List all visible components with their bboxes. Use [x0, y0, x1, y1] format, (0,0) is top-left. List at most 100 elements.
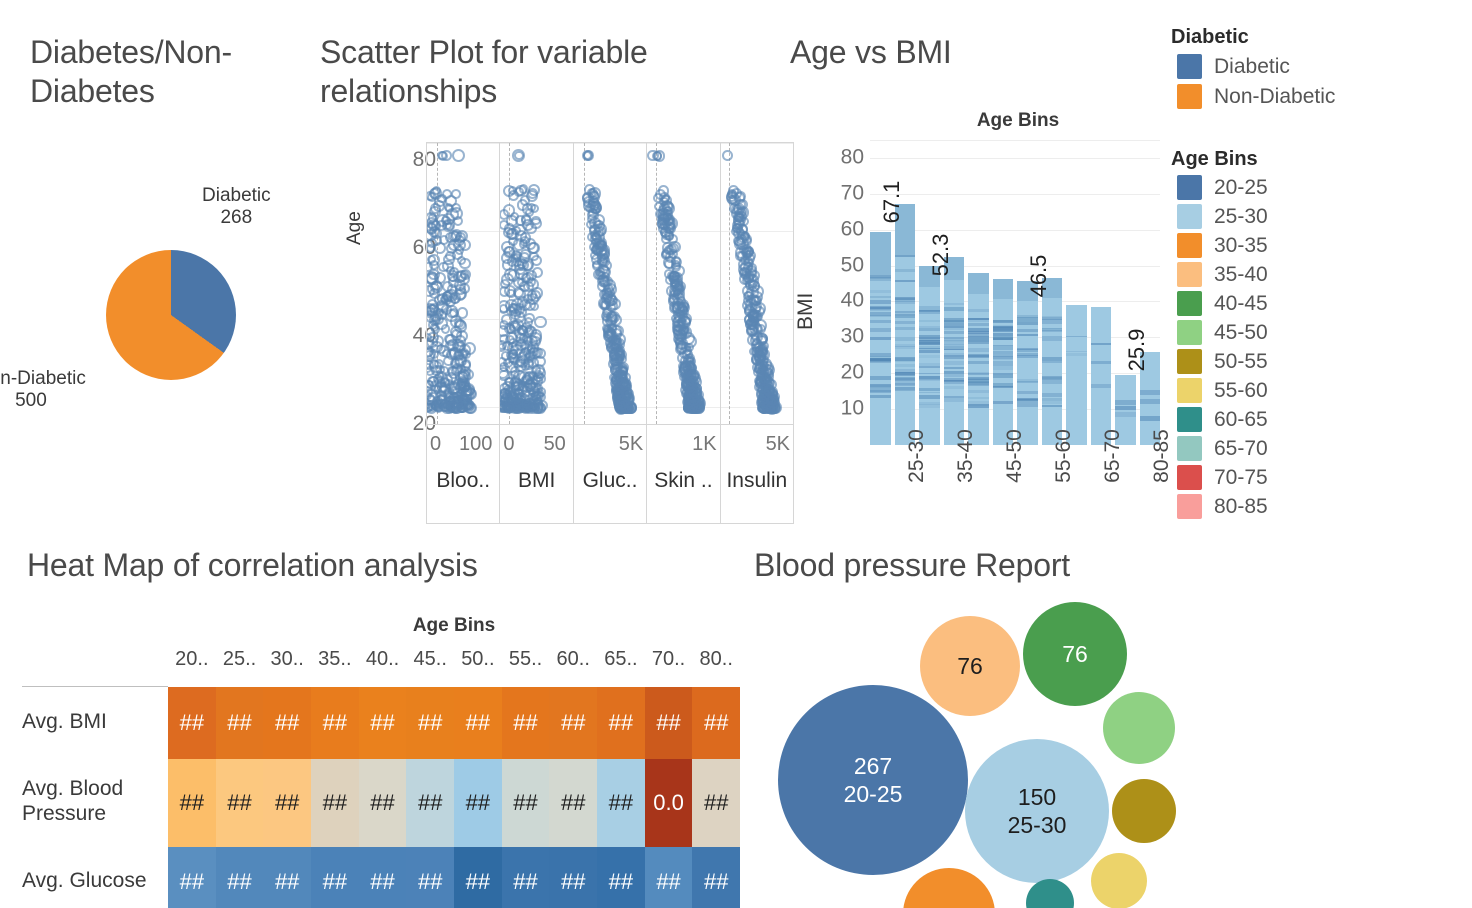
heatmap-cell[interactable]: ## — [358, 687, 407, 759]
scatter-point — [668, 273, 679, 284]
heatmap-cell[interactable]: ## — [644, 847, 693, 908]
bubble-25-30[interactable]: 150 25-30 — [965, 739, 1109, 883]
scatter-panel-2[interactable] — [500, 143, 574, 424]
bubble-45-50[interactable] — [1112, 779, 1176, 843]
legend-item-45-50[interactable]: 45-50 — [1177, 320, 1268, 345]
scatter-point — [454, 287, 468, 300]
bubble-chart[interactable]: 267 20-25 150 25-30 76 76 — [748, 602, 1176, 908]
heatmap-cell[interactable]: ## — [597, 687, 645, 759]
heatmap-row[interactable]: ## ## ## ## ## ## ## ## ## ## ## ## — [168, 687, 741, 759]
bar-45-50[interactable] — [992, 279, 1013, 445]
heatmap-cell[interactable]: ## — [501, 687, 550, 759]
heatmap-cell[interactable]: ## — [406, 759, 455, 847]
legend-item-60-65[interactable]: 60-65 — [1177, 407, 1268, 432]
heatmap-cell[interactable]: ## — [454, 759, 502, 847]
bubble-20-25[interactable]: 267 20-25 — [778, 685, 968, 875]
heatmap-cell[interactable]: ## — [406, 847, 455, 908]
heatmap-cell[interactable]: ## — [692, 687, 741, 759]
heatmap-cell[interactable]: 0.0 — [644, 759, 693, 847]
bar-25-30[interactable]: 67.1 — [879, 181, 915, 445]
pie-disc[interactable] — [106, 250, 236, 380]
legend-item-30-35[interactable]: 30-35 — [1177, 233, 1268, 258]
scatter-plot-area[interactable] — [426, 142, 794, 424]
heatmap-cell[interactable]: ## — [597, 847, 645, 908]
bar-40-45[interactable] — [968, 273, 989, 445]
bubble-40-45[interactable] — [1103, 692, 1175, 764]
heatmap-cell[interactable]: ## — [549, 759, 598, 847]
heatmap-cell[interactable]: ## — [168, 759, 216, 847]
heatmap-row[interactable]: ## ## ## ## ## ## ## ## ## ## ## ## — [168, 847, 741, 908]
heatmap-cell[interactable]: ## — [168, 687, 216, 759]
heatmap-cell[interactable]: ## — [549, 687, 598, 759]
bar-series[interactable]: 67.1 52.3 46.5 25.9 — [870, 140, 1160, 445]
legend-swatch-icon — [1177, 262, 1202, 287]
bar-plot-area[interactable]: 10 20 30 40 50 60 70 80 67.1 52.3 46.5 25.9 — [841, 140, 1160, 445]
bubble-60-65[interactable] — [903, 868, 995, 908]
bar-50-55[interactable] — [1017, 281, 1038, 445]
legend-item-80-85[interactable]: 80-85 — [1177, 494, 1268, 519]
bar-55-60[interactable]: 46.5 — [1026, 255, 1062, 445]
scatter-panel-1[interactable] — [427, 143, 501, 424]
bubble-50-55[interactable] — [1091, 853, 1147, 908]
scatter-point — [677, 319, 689, 330]
scatter-panel-4[interactable] — [647, 143, 721, 424]
bar-20-25[interactable] — [870, 231, 891, 445]
legend-item-Diabetic[interactable]: Diabetic — [1177, 54, 1335, 79]
legend-item-40-45[interactable]: 40-45 — [1177, 291, 1268, 316]
bar-30-35[interactable] — [919, 265, 940, 445]
scatter-variable-name: BMI — [517, 469, 556, 492]
bar-segment — [919, 334, 940, 339]
legend-item-65-70[interactable]: 65-70 — [1177, 436, 1268, 461]
heatmap-cell[interactable]: ## — [501, 847, 550, 908]
legend-item-50-55[interactable]: 50-55 — [1177, 349, 1268, 374]
heatmap-cell[interactable]: ## — [454, 847, 502, 908]
heatmap-cell[interactable]: ## — [549, 847, 598, 908]
heatmap-cell[interactable]: ## — [311, 847, 359, 908]
legend-age-bins-items[interactable]: 20-25 25-30 30-35 35-40 40-45 45-50 50-55 55-60… — [1177, 175, 1268, 519]
heatmap-cell[interactable]: ## — [311, 687, 359, 759]
pie-chart[interactable]: Diabetic 268 Non-Diabetic 500 — [0, 185, 271, 411]
legend-swatch-icon — [1177, 291, 1202, 316]
heatmap-cell[interactable]: ## — [263, 759, 312, 847]
scatter-point — [504, 376, 514, 387]
bubble-30-35[interactable]: 76 — [920, 616, 1020, 716]
heatmap-cell[interactable]: ## — [358, 759, 407, 847]
legend-item-70-75[interactable]: 70-75 — [1177, 465, 1268, 490]
heatmap-cell[interactable]: ## — [644, 687, 693, 759]
heatmap-cell[interactable]: ## — [406, 687, 455, 759]
bar-segment — [1041, 316, 1062, 321]
heatmap-grid[interactable]: ## ## ## ## ## ## ## ## ## ## ## ## ## ## ## ## ## ## ## ##… — [168, 687, 741, 908]
legend-item-25-30[interactable]: 25-30 — [1177, 204, 1268, 229]
legend-diabetic-items[interactable]: Diabetic Non-Diabetic — [1177, 54, 1335, 109]
heatmap-cell[interactable]: ## — [311, 759, 359, 847]
heatmap-cell[interactable]: ## — [168, 847, 216, 908]
heatmap-cell[interactable]: ## — [692, 847, 741, 908]
heatmap-cell[interactable]: ## — [358, 847, 407, 908]
heatmap-cell[interactable]: ## — [215, 847, 264, 908]
bar-65-70[interactable] — [1090, 306, 1111, 445]
bubble-35-40[interactable]: 76 — [1023, 602, 1127, 706]
bar-35-40[interactable]: 52.3 — [928, 234, 964, 445]
scatter-point — [758, 334, 768, 345]
scatter-plot[interactable]: Age 80 60 40 20 0 100 Bloo.. 0 50 BMI 5K Gluc.. 1K S… — [330, 120, 794, 524]
heatmap-cell[interactable]: ## — [215, 759, 264, 847]
scatter-point — [607, 322, 617, 333]
heatmap-cell[interactable]: ## — [215, 687, 264, 759]
heatmap-cell[interactable]: ## — [263, 847, 312, 908]
scatter-panel-3[interactable] — [573, 143, 648, 424]
legend-item-Non-Diabetic[interactable]: Non-Diabetic — [1177, 84, 1335, 109]
legend-item-35-40[interactable]: 35-40 — [1177, 262, 1268, 287]
bubble-55-60[interactable] — [1026, 879, 1074, 908]
legend-item-55-60[interactable]: 55-60 — [1177, 378, 1268, 403]
heatmap-row[interactable]: ## ## ## ## ## ## ## ## ## ## 0.0 ## — [168, 759, 741, 847]
scatter-panel-title: Scatter Plot for variable relationships — [320, 34, 648, 110]
legend-item-20-25[interactable]: 20-25 — [1177, 175, 1268, 200]
heatmap-cell[interactable]: ## — [501, 759, 550, 847]
bar-segment — [919, 402, 940, 406]
heatmap-cell[interactable]: ## — [263, 687, 312, 759]
heatmap-cell[interactable]: ## — [597, 759, 645, 847]
bar-60-65[interactable] — [1066, 304, 1087, 445]
heatmap-cell[interactable]: ## — [692, 759, 741, 847]
scatter-point — [441, 324, 451, 334]
heatmap-cell[interactable]: ## — [454, 687, 502, 759]
